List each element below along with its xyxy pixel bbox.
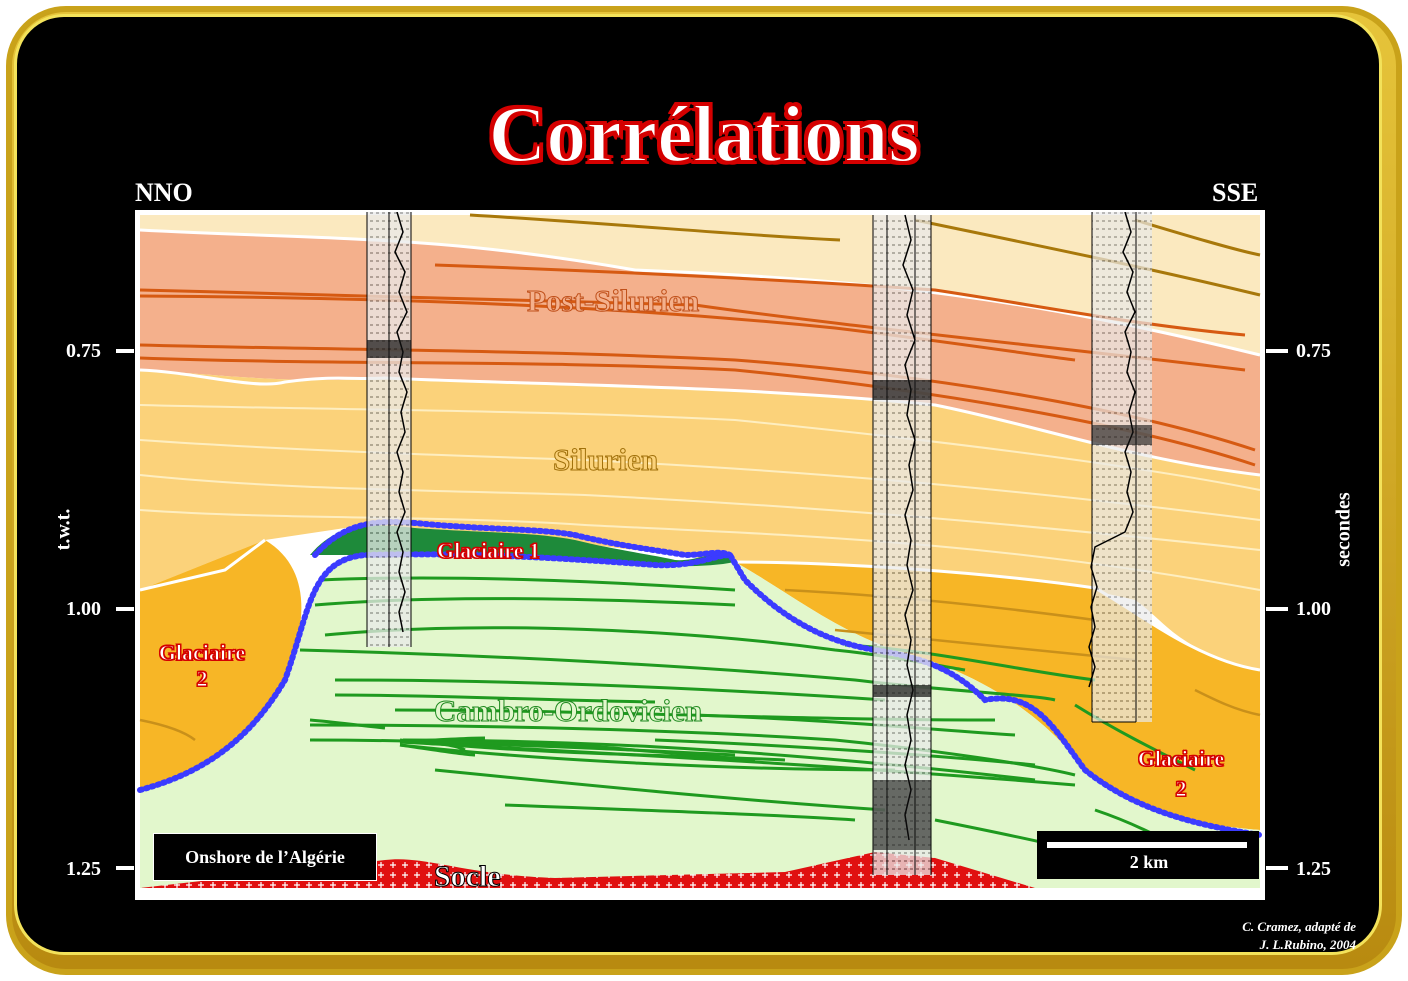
tick-label-right: 1.25 (1296, 858, 1331, 880)
cross-section (135, 210, 1265, 900)
socle-label: Socle (434, 860, 502, 894)
well-2 (872, 214, 932, 875)
silurien-reflectors (139, 404, 1261, 591)
glaciaire-2-left-line1: Glaciaire (158, 640, 246, 666)
cambro-ordovicien-unit (140, 555, 1260, 888)
credit: C. Cramez, adapté de J. L.Rubino, 2004 (1242, 918, 1356, 954)
tick-label-right: 1.00 (1296, 598, 1331, 620)
well-3 (1088, 211, 1152, 723)
axis-left-label: t.w.t. (52, 508, 75, 551)
post-silurien-label: Post-Silurien (526, 283, 700, 319)
location-badge: Onshore de l’Algérie (153, 833, 377, 881)
glaciaire-2-right-line1: Glaciaire (1137, 746, 1225, 772)
tick-mark-left (116, 349, 134, 353)
well-1 (366, 211, 412, 647)
direction-left-label: NNO (135, 178, 193, 207)
tick-mark-left (116, 866, 134, 870)
credit-line-2: J. L.Rubino, 2004 (1259, 937, 1356, 952)
tick-label-left: 0.75 (66, 340, 101, 362)
scale-bar (1047, 842, 1247, 848)
silurien-label: Silurien (552, 442, 659, 478)
tick-mark-right (1266, 866, 1288, 870)
credit-line-1: C. Cramez, adapté de (1242, 919, 1356, 934)
scale-bar-box (1037, 831, 1259, 879)
scale-bar-label: 2 km (1129, 852, 1169, 872)
tick-mark-left (116, 607, 134, 611)
axis-right-label: secondes (1332, 492, 1355, 567)
glaciaire-2-left-line2: 2 (196, 666, 208, 692)
silurien-unit (140, 370, 1260, 670)
glaciaire-2-left-label: Glaciaire 2 (150, 640, 254, 692)
glaciaire-2-left-fill (140, 540, 302, 790)
tick-label-left: 1.25 (66, 858, 101, 880)
glaciaire-2-right-label: Glaciaire 2 (1126, 744, 1236, 804)
cambro-ordovicien-label: Cambro-Ordovicien (433, 693, 703, 729)
tick-mark-right (1266, 607, 1288, 611)
page-title: Corrélations (487, 90, 920, 180)
tick-mark-right (1266, 349, 1288, 353)
glaciaire-1-unit (310, 525, 735, 567)
tick-label-right: 0.75 (1296, 340, 1331, 362)
direction-right-label: SSE (1212, 178, 1259, 207)
glaciaire-1-label: Glaciaire 1 (437, 538, 541, 564)
tick-label-left: 1.00 (66, 598, 101, 620)
glaciaire-2-right-line2: 2 (1175, 776, 1187, 802)
